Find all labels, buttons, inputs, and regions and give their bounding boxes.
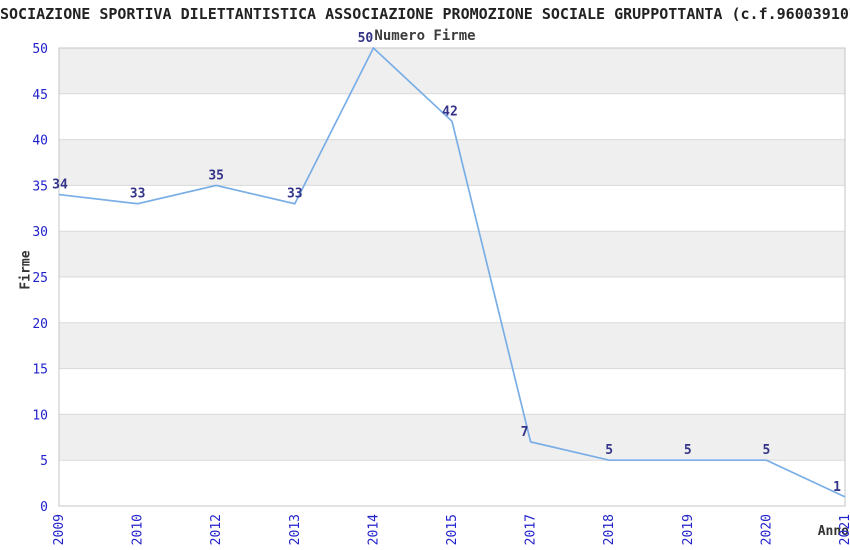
y-tick-label: 40 xyxy=(32,134,48,149)
data-line xyxy=(58,46,846,498)
x-tick-label: 2017 xyxy=(524,514,539,545)
plot-band xyxy=(59,48,845,94)
plot-band xyxy=(59,277,845,323)
y-tick-label: 15 xyxy=(32,363,48,378)
data-point-label: 42 xyxy=(442,104,458,119)
chart-title: SOCIAZIONE SPORTIVA DILETTANTISTICA ASSO… xyxy=(0,5,850,23)
data-point-label: 5 xyxy=(605,443,613,458)
y-tick-label: 50 xyxy=(32,42,48,57)
x-axis-title: Anno xyxy=(817,524,849,539)
x-tick-label: 2021 xyxy=(838,514,850,545)
x-tick-label: 2013 xyxy=(288,514,303,545)
x-tick-label: 2015 xyxy=(445,514,460,545)
data-point-label: 1 xyxy=(833,480,841,495)
x-tick-label: 2018 xyxy=(602,514,617,545)
plot-band xyxy=(59,139,845,186)
y-tick-label: 10 xyxy=(32,408,48,423)
x-tick-label: 2019 xyxy=(681,514,696,545)
y-tick-label: 0 xyxy=(40,500,48,515)
data-point-label: 33 xyxy=(130,187,146,202)
x-tick-label: 2020 xyxy=(759,514,774,545)
y-tick-label: 20 xyxy=(32,317,48,332)
x-tick-label: 2012 xyxy=(209,514,224,545)
y-tick-label: 35 xyxy=(32,179,48,194)
x-tick-label: 2014 xyxy=(366,514,381,545)
data-point-label: 35 xyxy=(208,168,224,183)
plot-band xyxy=(59,231,845,277)
data-point-label: 5 xyxy=(684,443,692,458)
plot-band xyxy=(59,93,845,140)
y-tick-label: 25 xyxy=(32,271,48,286)
data-point-label: 50 xyxy=(358,31,374,46)
plot-border xyxy=(58,47,846,507)
data-point-label: 7 xyxy=(521,425,529,440)
y-tick-label: 30 xyxy=(32,225,48,240)
plot-band xyxy=(59,414,845,461)
plot-band xyxy=(59,322,845,369)
plot-band xyxy=(59,460,845,506)
data-point-label: 33 xyxy=(287,187,303,202)
plot-band xyxy=(59,185,845,232)
chart-subtitle: Numero Firme xyxy=(374,28,476,44)
data-point-label: 5 xyxy=(762,443,770,458)
y-tick-label: 45 xyxy=(32,88,48,103)
x-tick-label: 2010 xyxy=(131,514,146,545)
data-point-label: 34 xyxy=(52,178,68,193)
y-tick-label: 5 xyxy=(40,454,48,469)
plot-band xyxy=(59,368,845,415)
x-tick-label: 2009 xyxy=(52,514,67,545)
